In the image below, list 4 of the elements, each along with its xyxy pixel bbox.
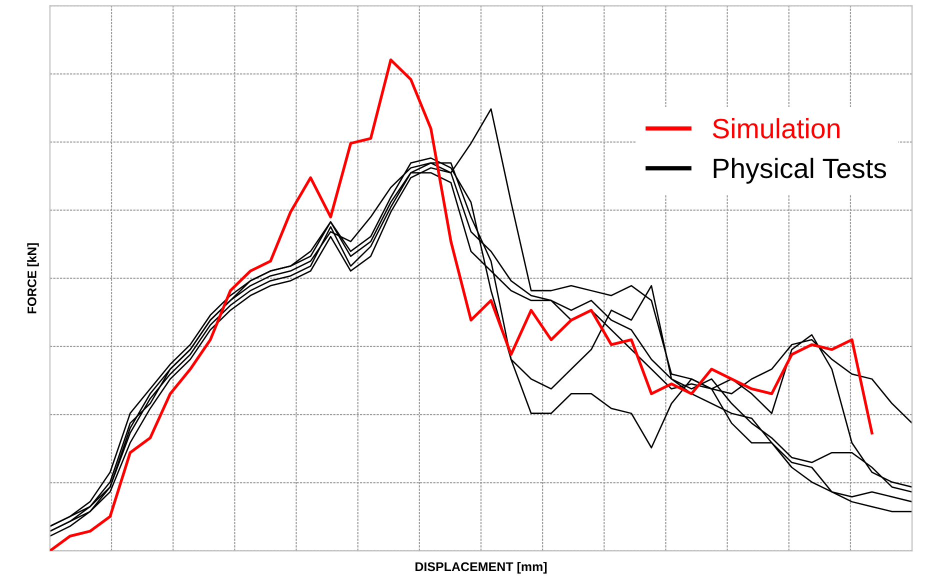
legend-label: Simulation (712, 118, 840, 138)
y-axis-title: FORCE [kN] (27, 243, 39, 314)
legend-label: Physical Tests (714, 158, 886, 184)
x-axis-title: DISPLACEMENT [mm] (416, 562, 547, 574)
